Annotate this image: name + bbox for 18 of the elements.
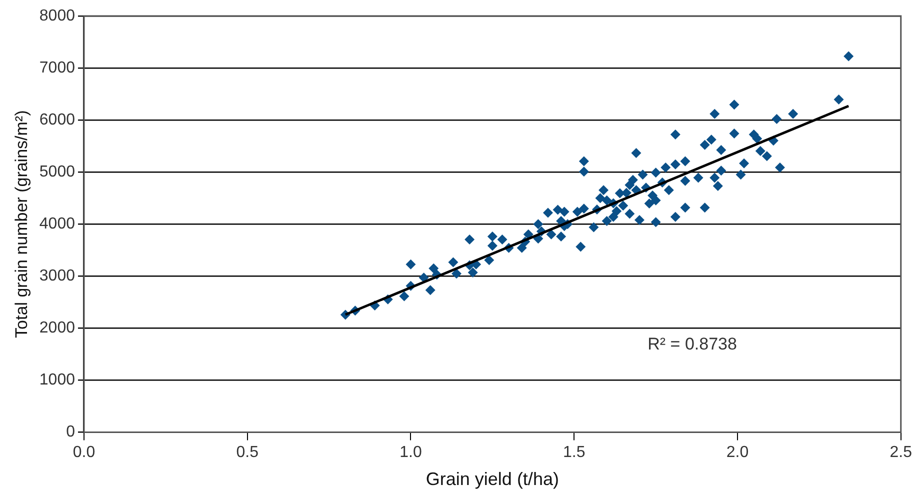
x-tick-label: 0.5 <box>236 444 259 462</box>
y-tick-label: 6000 <box>39 111 76 128</box>
x-tick-label: 2.0 <box>726 444 749 462</box>
annotation: R² = 0.8738 <box>648 334 737 354</box>
y-tick-label: 1000 <box>39 372 76 389</box>
x-tick-label: 1.5 <box>563 444 586 462</box>
x-tick-label: 0.0 <box>72 444 96 462</box>
y-tick-label: 5000 <box>39 163 76 180</box>
x-axis-title: Grain yield (t/ha) <box>426 469 559 490</box>
y-axis-title: Total grain number (grains/m²) <box>12 110 31 338</box>
y-tick-label: 2000 <box>39 320 76 337</box>
y-tick-label: 4000 <box>39 216 76 233</box>
y-tick-label: 0 <box>66 424 76 441</box>
x-tick-label: 1.0 <box>400 444 422 462</box>
y-tick-label: 3000 <box>39 268 76 285</box>
x-tick-label: 2.5 <box>890 444 912 462</box>
y-tick-label: 8000 <box>39 7 76 24</box>
y-tick-label: 7000 <box>39 59 76 76</box>
